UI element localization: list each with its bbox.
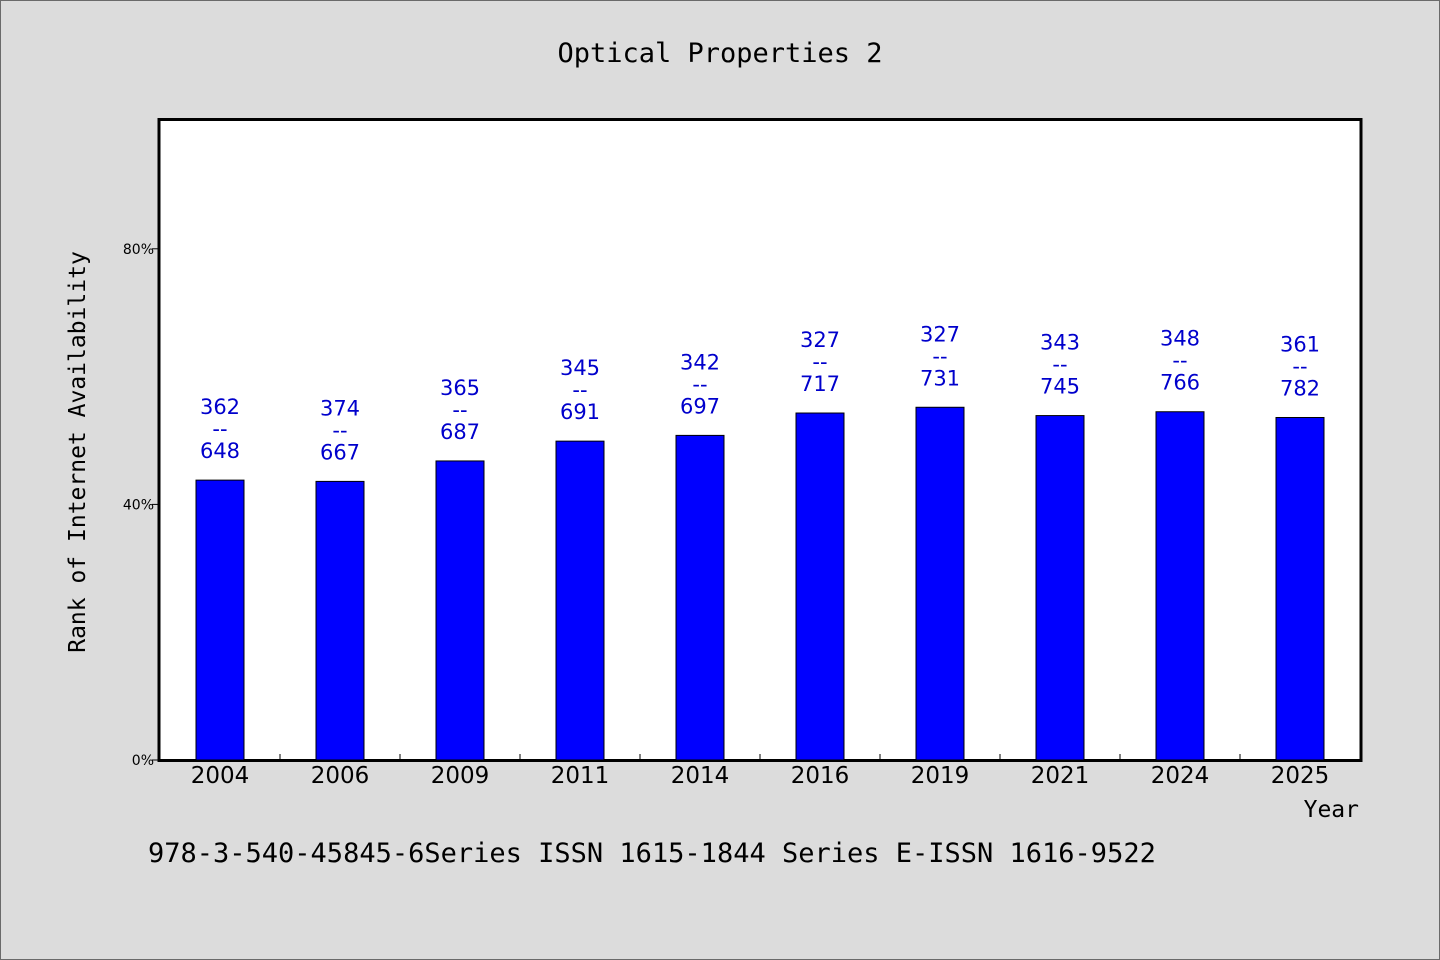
- bar-label-sep: --: [812, 350, 827, 374]
- bar-label-bottom: 691: [560, 400, 600, 424]
- x-tick-label: 2024: [1151, 763, 1210, 789]
- bar-label-sep: --: [212, 417, 227, 441]
- x-tick-label: 2025: [1271, 763, 1330, 789]
- x-tick-label: 2016: [791, 763, 850, 789]
- bar-label-bottom: 687: [440, 420, 480, 444]
- bar-label-bottom: 717: [800, 372, 840, 396]
- bar-label-top: 343: [1040, 331, 1080, 355]
- bar-label-group: 362--648374--667365--687345--691342--697…: [200, 322, 1320, 464]
- bar-label-sep: --: [452, 398, 467, 422]
- y-axis: 0% 40% 80%: [123, 242, 160, 769]
- bar-group: [195, 406, 1325, 761]
- bar-2016: [795, 412, 845, 761]
- y-tick-label: 40%: [123, 497, 154, 513]
- bar-2009: [435, 460, 485, 761]
- bar-label-top: 365: [440, 376, 480, 400]
- x-tick-label: 2014: [671, 763, 730, 789]
- bar-label-bottom: 782: [1280, 376, 1320, 400]
- x-tick-label: 2011: [551, 763, 610, 789]
- bar-label-top: 327: [800, 328, 840, 352]
- bar-label-sep: --: [572, 378, 587, 402]
- bar-2011: [555, 440, 605, 761]
- y-axis-label: Rank of Internet Availability: [65, 251, 91, 653]
- bar-label-sep: --: [692, 372, 707, 396]
- bar-label-top: 348: [1160, 327, 1200, 351]
- bar-2025: [1275, 416, 1325, 761]
- bar-label-bottom: 745: [1040, 375, 1080, 399]
- bar-label-sep: --: [1172, 349, 1187, 373]
- bar-label-bottom: 731: [920, 366, 960, 390]
- bar-2004: [195, 479, 245, 761]
- bar-label-top: 361: [1280, 332, 1320, 356]
- x-tick-label: 2009: [431, 763, 490, 789]
- bar-2019: [915, 406, 965, 761]
- x-axis-label: Year: [1304, 797, 1359, 823]
- bar-label-sep: --: [332, 418, 347, 442]
- x-axis: 2004 2006 2009 2011 2014 2016 2019 2021 2024 2025: [191, 754, 1330, 789]
- bar-2006: [315, 480, 365, 761]
- bar-label-bottom: 648: [200, 439, 240, 463]
- bar-label-top: 374: [320, 396, 360, 420]
- bar-label-top: 362: [200, 395, 240, 419]
- bar-label-bottom: 697: [680, 394, 720, 418]
- bar-2021: [1035, 415, 1085, 761]
- bar-label-top: 345: [560, 356, 600, 380]
- y-tick-label: 0%: [132, 753, 154, 769]
- bar-2014: [675, 434, 725, 761]
- bar-label-top: 327: [920, 322, 960, 346]
- x-tick-label: 2019: [911, 763, 970, 789]
- x-tick-label: 2004: [191, 763, 250, 789]
- x-tick-label: 2006: [311, 763, 370, 789]
- bar-label-top: 342: [680, 350, 720, 374]
- x-tick-label: 2021: [1031, 763, 1090, 789]
- bar-2024: [1155, 411, 1205, 761]
- bar-label-sep: --: [932, 344, 947, 368]
- y-tick-label: 80%: [123, 242, 154, 258]
- bar-label-bottom: 667: [320, 440, 360, 464]
- bar-label-bottom: 766: [1160, 371, 1200, 395]
- bar-label-sep: --: [1052, 353, 1067, 377]
- bar-label-sep: --: [1292, 354, 1307, 378]
- footnote-text: 978-3-540-45845-6Series ISSN 1615-1844 S…: [148, 838, 1156, 869]
- chart-title: Optical Properties 2: [557, 38, 882, 69]
